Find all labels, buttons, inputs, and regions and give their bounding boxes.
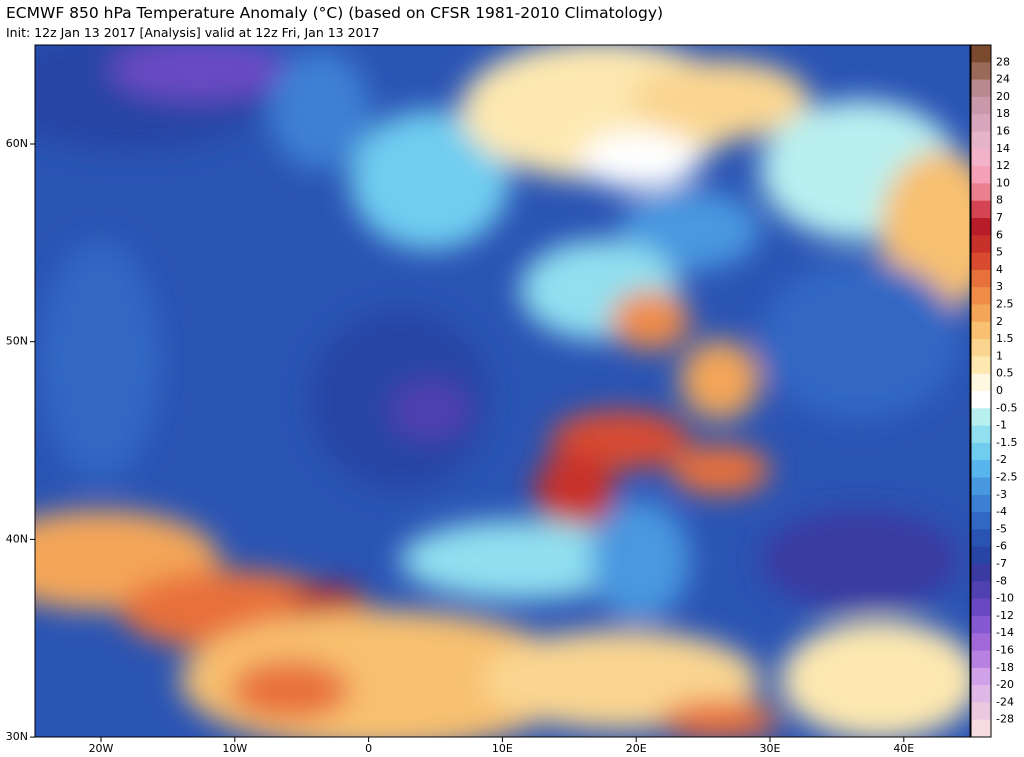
colorbar-label: 0.5 — [996, 367, 1014, 380]
colorbar-label: 8 — [996, 194, 1003, 207]
colorbar-swatch — [971, 356, 991, 375]
colorbar-swatch — [971, 633, 991, 651]
colorbar-swatch — [971, 442, 991, 461]
anomaly-field — [35, 45, 970, 737]
colorbar-swatch — [971, 62, 991, 81]
lon-label: 10W — [222, 742, 247, 755]
lon-label: 20W — [89, 742, 114, 755]
colorbar-swatch — [971, 546, 991, 565]
lat-label: 60N — [6, 137, 28, 150]
colorbar-swatch — [971, 494, 991, 513]
colorbar-label: -18 — [996, 661, 1014, 674]
colorbar-swatch — [971, 339, 991, 357]
colorbar-label: -1.5 — [996, 436, 1017, 449]
colorbar-label: 2.5 — [996, 298, 1014, 311]
lat-label: 40N — [6, 532, 28, 545]
colorbar-label: 7 — [996, 211, 1003, 224]
colorbar-label: -28 — [996, 713, 1014, 726]
colorbar-label: -16 — [996, 644, 1014, 657]
colorbar-label: 1.5 — [996, 332, 1014, 345]
colorbar-label: -0.5 — [996, 401, 1017, 414]
colorbar-swatch — [971, 702, 991, 721]
colorbar-label: -3 — [996, 488, 1007, 501]
colorbar-label: -10 — [996, 592, 1014, 605]
colorbar-label: -7 — [996, 557, 1007, 570]
colorbar-swatch — [971, 460, 991, 478]
colorbar-label: -24 — [996, 695, 1014, 708]
subtitle: Init: 12z Jan 13 2017 [Analysis] valid a… — [6, 25, 380, 40]
colorbar-swatch — [971, 166, 991, 184]
colorbar-label: 2 — [996, 315, 1003, 328]
colorbar-swatch — [971, 425, 991, 444]
colorbar-swatch — [971, 287, 991, 305]
colorbar-swatch — [971, 719, 991, 738]
colorbar-label: 10 — [996, 176, 1010, 189]
lat-label: 50N — [6, 335, 28, 348]
colorbar-label: -2.5 — [996, 471, 1017, 484]
colorbar-swatch — [971, 252, 991, 271]
colorbar-label: 3 — [996, 280, 1003, 293]
colorbar-label: 5 — [996, 246, 1003, 259]
colorbar-label: -6 — [996, 540, 1007, 553]
colorbar-swatch — [971, 512, 991, 530]
colorbar-swatch — [971, 598, 991, 617]
colorbar-swatch — [971, 650, 991, 669]
colorbar-label: 24 — [996, 73, 1010, 86]
colorbar-swatch — [971, 685, 991, 703]
colorbar-frame — [970, 44, 992, 738]
colorbar-swatch — [971, 79, 991, 98]
colorbar-swatch — [971, 183, 991, 202]
colorbar-label: 16 — [996, 125, 1010, 138]
lat-label: 30N — [6, 730, 28, 743]
colorbar-label: -4 — [996, 505, 1007, 518]
colorbar-label: 0 — [996, 384, 1003, 397]
colorbar-swatch — [971, 96, 991, 115]
colorbar-label: -20 — [996, 678, 1014, 691]
colorbar-label: -5 — [996, 522, 1007, 535]
colorbar-swatch — [971, 218, 991, 236]
lon-label: 20E — [626, 742, 647, 755]
colorbar-label: 14 — [996, 142, 1010, 155]
title: ECMWF 850 hPa Temperature Anomaly (°C) (… — [6, 4, 664, 22]
colorbar-label: -1 — [996, 419, 1007, 432]
colorbar-swatch — [971, 200, 991, 219]
colorbar: 28 24 20 18 16 14 12 10 8 7 6 5 4 3 2.5 2 1.5 1 0.5 0 -0.5 -1… — [970, 44, 1017, 738]
lon-label: 0 — [365, 742, 372, 755]
lon-label: 30E — [760, 742, 781, 755]
colorbar-label: 18 — [996, 107, 1010, 120]
colorbar-label: 12 — [996, 159, 1010, 172]
colorbar-label: 1 — [996, 349, 1003, 362]
colorbar-swatch — [971, 373, 991, 392]
axes: 60N 50N 40N 30N 20W 10W 0 10E 20E 30E 40E — [6, 137, 915, 755]
lon-label: 40E — [893, 742, 914, 755]
colorbar-swatch — [971, 581, 991, 600]
colorbar-label: -2 — [996, 453, 1007, 466]
colorbar-swatch — [971, 269, 991, 288]
colorbar-swatch — [971, 667, 991, 686]
colorbar-swatch — [971, 529, 991, 548]
colorbar-swatch — [971, 235, 991, 254]
colorbar-swatch — [971, 304, 991, 323]
colorbar-label: 28 — [996, 55, 1010, 68]
colorbar-label: -8 — [996, 574, 1007, 587]
colorbar-swatch — [971, 564, 991, 582]
colorbar-swatch — [971, 321, 991, 340]
colorbar-swatch — [971, 114, 991, 132]
colorbar-swatch — [971, 615, 991, 634]
colorbar-swatch — [971, 391, 991, 409]
colorbar-label: -14 — [996, 626, 1014, 639]
colorbar-label: 6 — [996, 228, 1003, 241]
colorbar-label: -12 — [996, 609, 1014, 622]
colorbar-swatch — [971, 148, 991, 167]
colorbar-label: 4 — [996, 263, 1003, 276]
lon-label: 10E — [492, 742, 513, 755]
colorbar-swatch — [971, 45, 991, 63]
colorbar-swatch — [971, 477, 991, 496]
colorbar-label: 20 — [996, 90, 1010, 103]
colorbar-swatch — [971, 131, 991, 150]
colorbar-swatch — [971, 408, 991, 427]
